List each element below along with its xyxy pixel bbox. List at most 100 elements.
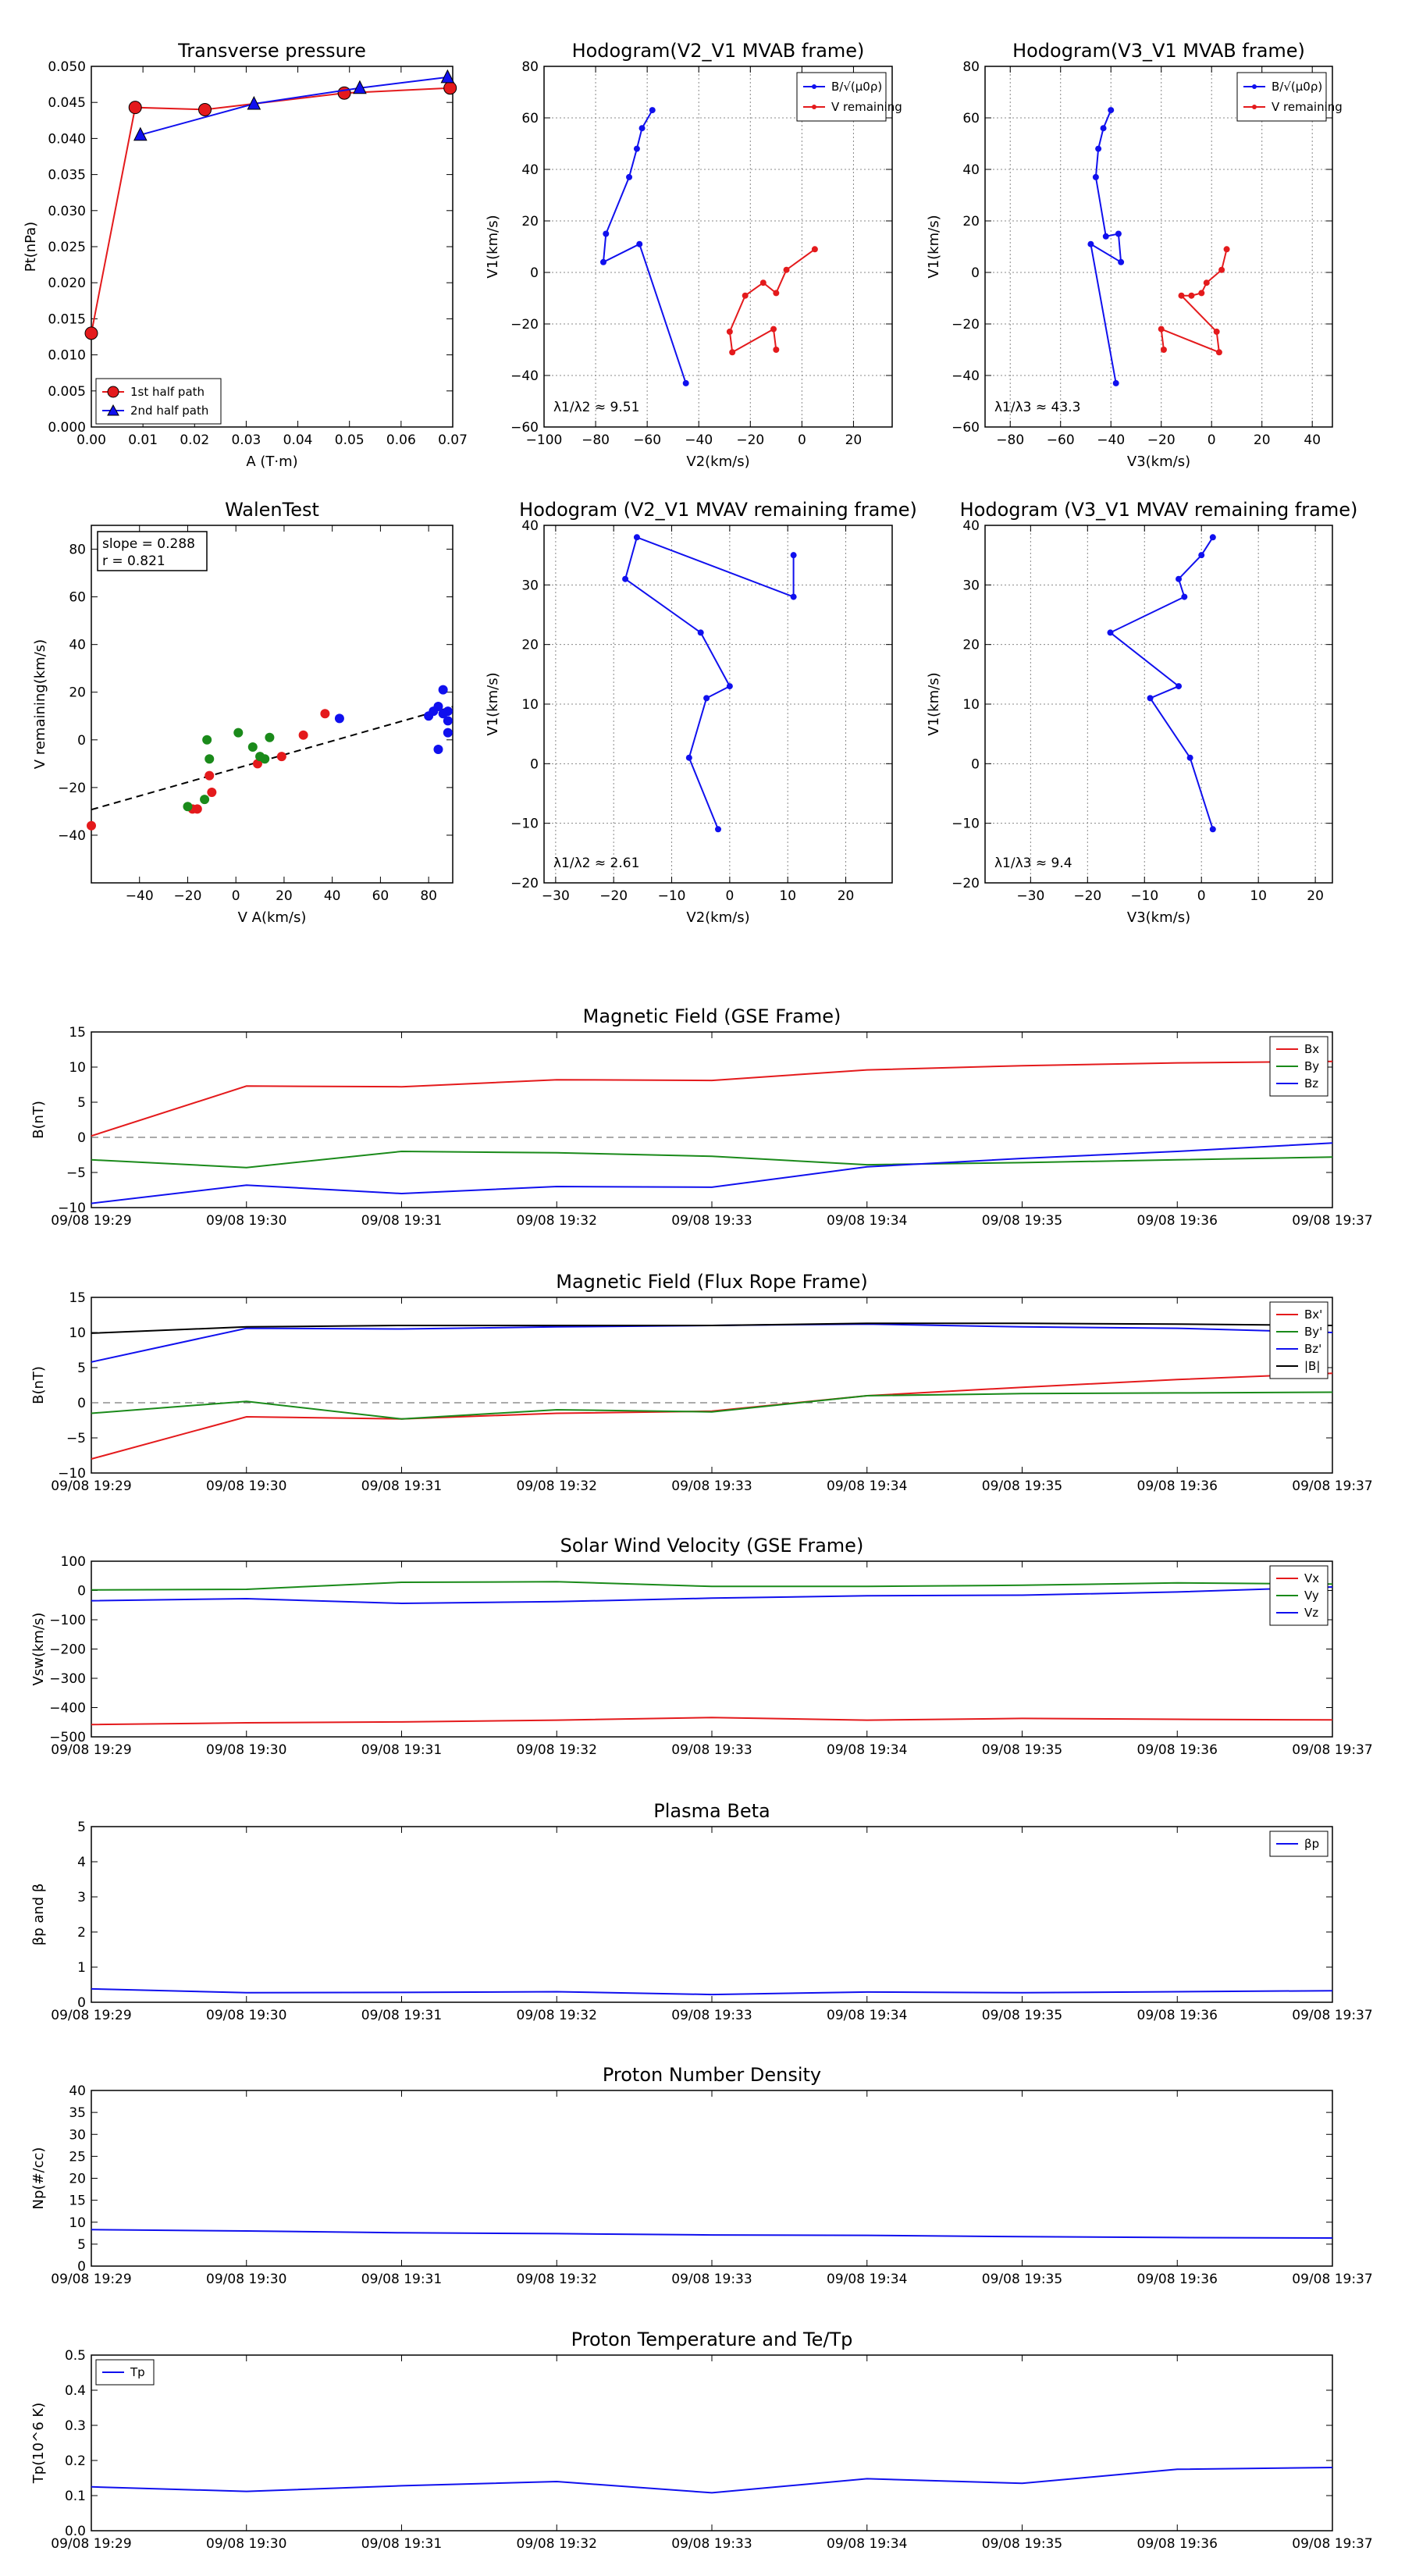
x-tick-label: 09/08 19:31 bbox=[361, 1478, 442, 1494]
series-Vz bbox=[91, 1586, 1333, 1605]
y-tick-label: 0 bbox=[77, 1396, 86, 1411]
chart-title: Hodogram(V2_V1 MVAB frame) bbox=[572, 40, 865, 62]
x-tick-label: 09/08 19:33 bbox=[671, 2272, 752, 2287]
series-line bbox=[1160, 249, 1228, 354]
series-line bbox=[91, 87, 450, 334]
chart-title: Plasma Beta bbox=[653, 1800, 770, 1822]
legend-label: B/√(μ0ρ) bbox=[1272, 80, 1322, 94]
data-point bbox=[790, 552, 797, 559]
series-Bz bbox=[91, 1142, 1333, 1204]
x-tick-label: 09/08 19:34 bbox=[827, 2272, 907, 2287]
y-tick-label: 10 bbox=[69, 1325, 86, 1341]
x-tick-label: 09/08 19:34 bbox=[827, 1478, 907, 1494]
y-tick-label: 40 bbox=[69, 2083, 86, 2099]
x-tick-label: 09/08 19:37 bbox=[1292, 2008, 1372, 2023]
data-point bbox=[276, 752, 286, 762]
legend-label: Tp bbox=[130, 2365, 145, 2379]
series-B/√(μ0ρ) bbox=[599, 107, 689, 386]
series-Tp bbox=[91, 2467, 1333, 2494]
series-line bbox=[91, 1586, 1333, 1605]
axes-frame bbox=[91, 2354, 1333, 2532]
x-tick-label: 09/08 19:29 bbox=[51, 1213, 131, 1229]
series-Vy bbox=[91, 1581, 1333, 1591]
y-tick-label: 0.020 bbox=[48, 276, 86, 291]
series-line bbox=[624, 535, 795, 830]
data-point bbox=[1218, 266, 1225, 273]
data-point bbox=[1188, 292, 1195, 299]
series-line bbox=[91, 1391, 1333, 1420]
y-tick-label: −10 bbox=[58, 1466, 86, 1482]
x-tick-label: 0 bbox=[1208, 432, 1216, 448]
y-tick-label: 0.015 bbox=[48, 311, 86, 327]
series-line bbox=[91, 2229, 1333, 2239]
y-tick-label: 40 bbox=[521, 162, 539, 178]
data-point bbox=[773, 290, 780, 297]
data-point bbox=[1108, 107, 1115, 114]
data-point bbox=[1115, 230, 1122, 237]
data-point bbox=[1209, 826, 1216, 833]
data-point bbox=[433, 702, 443, 712]
chart-title: WalenTest bbox=[225, 499, 319, 521]
y-tick-label: 0 bbox=[77, 2259, 86, 2275]
y-tick-label: 100 bbox=[61, 1554, 86, 1570]
stats-frame bbox=[97, 531, 208, 571]
legend-marker bbox=[812, 105, 816, 109]
y-tick-label: 0.5 bbox=[65, 2348, 86, 2364]
plasma-beta-chart: Plasma Beta 0 1 2 3 4 5 09/08 19:29 09/08 19:30 0… bbox=[30, 1800, 1373, 2023]
y-tick-label: 0 bbox=[77, 1584, 86, 1599]
data-point bbox=[685, 754, 692, 761]
x-tick-label: 09/08 19:33 bbox=[671, 2008, 752, 2023]
x-tick-label: 40 bbox=[1304, 432, 1321, 448]
legend-label: V remaining bbox=[831, 100, 902, 114]
chart-title: Proton Temperature and Te/Tp bbox=[571, 2329, 853, 2350]
series-line bbox=[602, 109, 687, 384]
y-tick-label: −200 bbox=[49, 1642, 86, 1658]
axes-frame bbox=[984, 66, 1333, 428]
y-axis-label: Np(#/cc) bbox=[30, 2147, 47, 2210]
data-point bbox=[265, 732, 275, 742]
legend-marker bbox=[812, 84, 816, 89]
x-tick-label: 09/08 19:35 bbox=[982, 2272, 1062, 2287]
x-tick-label: 09/08 19:31 bbox=[361, 1213, 442, 1229]
y-tick-label: −60 bbox=[951, 420, 980, 436]
y-tick-label: 10 bbox=[69, 2215, 86, 2231]
data-point bbox=[207, 787, 217, 797]
legend-label: V remaining bbox=[1272, 100, 1343, 114]
transverse-pressure-chart: Transverse pressure 0.000 0.005 0.010 0.015 0… bbox=[23, 40, 468, 470]
y-tick-label: 15 bbox=[69, 1025, 86, 1041]
data-point bbox=[697, 629, 704, 636]
x-tick-label: 0.05 bbox=[335, 432, 365, 448]
series-Np bbox=[91, 2229, 1333, 2239]
x-tick-label: 09/08 19:30 bbox=[206, 2536, 286, 2552]
legend-label: Vy bbox=[1304, 1589, 1319, 1603]
data-point bbox=[715, 826, 721, 833]
series-line bbox=[91, 1322, 1333, 1334]
data-point bbox=[438, 685, 448, 695]
y-tick-label: 10 bbox=[69, 1060, 86, 1076]
legend-label: Bz bbox=[1304, 1076, 1318, 1091]
y-axis-label: Pt(nPa) bbox=[23, 222, 39, 272]
y-tick-label: −40 bbox=[951, 368, 980, 384]
data-point bbox=[440, 69, 455, 84]
data-point bbox=[443, 716, 453, 726]
y-tick-label: 0.1 bbox=[65, 2489, 86, 2504]
hodogram-v3v1-mvab-chart: Hodogram(V3_V1 MVAB frame) −60 −40 −20 0 20 40… bbox=[926, 40, 1343, 470]
x-tick-label: 09/08 19:33 bbox=[671, 1742, 752, 1758]
y-tick-label: 40 bbox=[962, 162, 980, 178]
eigen-ratio-label: λ1/λ3 ≈ 43.3 bbox=[994, 400, 1080, 415]
data-point bbox=[247, 742, 258, 752]
y-tick-label: −10 bbox=[58, 1201, 86, 1216]
x-axis-label: V2(km/s) bbox=[686, 909, 749, 926]
data-point bbox=[128, 101, 142, 115]
y-tick-label: 0 bbox=[77, 733, 86, 749]
series-green bbox=[183, 728, 275, 812]
data-point bbox=[1102, 233, 1109, 240]
data-point bbox=[703, 695, 710, 702]
y-tick-label: 0 bbox=[971, 265, 980, 281]
y-tick-label: 5 bbox=[77, 1361, 86, 1376]
x-tick-label: 09/08 19:32 bbox=[517, 2008, 597, 2023]
legend-box bbox=[1236, 72, 1327, 122]
data-point bbox=[1181, 593, 1188, 600]
x-tick-label: 10 bbox=[1250, 888, 1267, 904]
